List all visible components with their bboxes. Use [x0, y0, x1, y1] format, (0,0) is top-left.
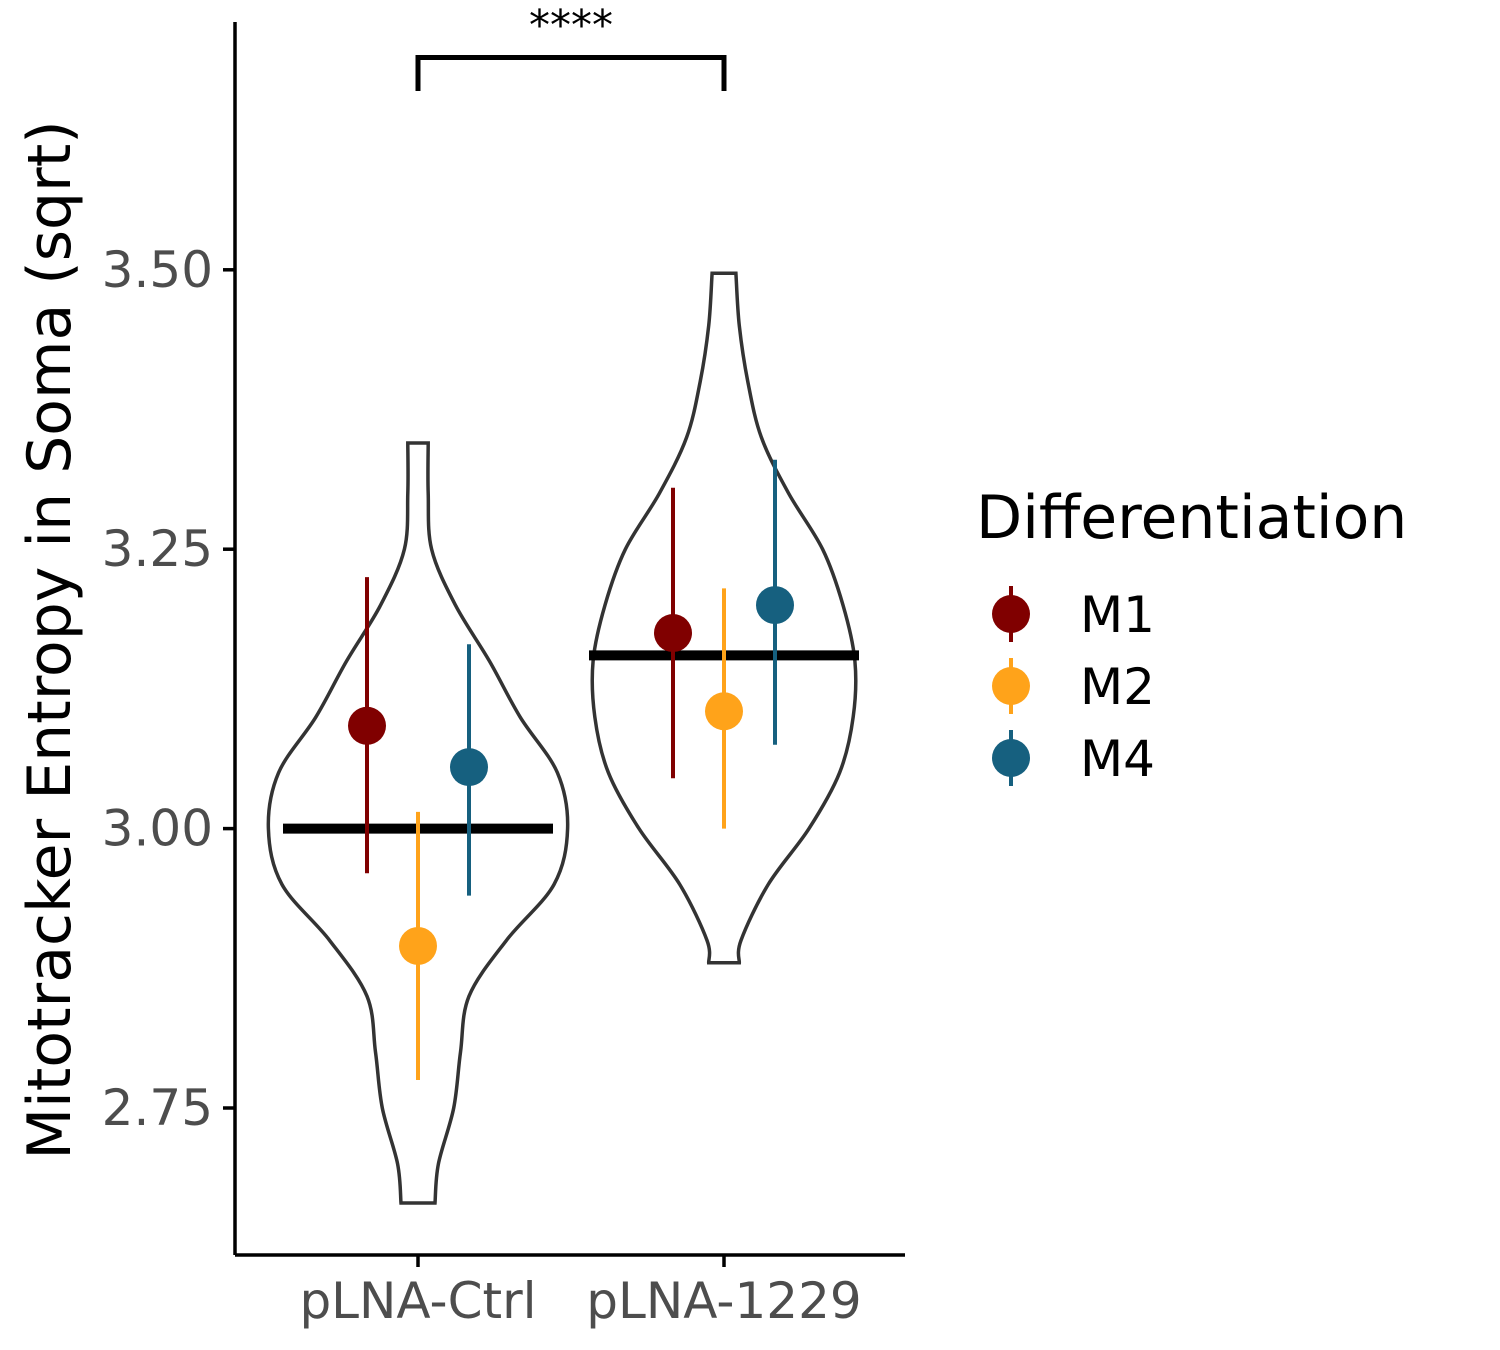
y-tick-label: 3.50 — [102, 241, 213, 299]
significance-label: **** — [529, 0, 613, 49]
legend-items: M1 M2 M4 — [992, 586, 1155, 788]
point-M2 — [399, 926, 437, 965]
violin-layer — [266, 271, 858, 1205]
point-M4 — [450, 748, 488, 787]
y-tick-label: 3.00 — [102, 800, 213, 858]
significance-bracket: **** — [415, 0, 727, 91]
legend-label: M1 — [1080, 586, 1155, 644]
significance-bracket-line — [415, 54, 727, 91]
errorbar-layer — [365, 459, 777, 1081]
x-tick-label: pLNA-1229 — [586, 1272, 861, 1330]
axes: 2.75 3.00 3.25 3.50 pLNA-Ctrl pLNA-1229 — [102, 22, 905, 1330]
violin-pLNA-1229 — [590, 271, 858, 965]
point-M2 — [705, 692, 743, 731]
point-M1 — [348, 706, 386, 745]
legend-key-point — [992, 667, 1030, 705]
y-axis-ticks: 2.75 3.00 3.25 3.50 — [102, 241, 235, 1137]
legend-label: M2 — [1080, 658, 1155, 716]
violin-pLNA-Ctrl — [266, 441, 570, 1205]
legend-title: Differentiation — [976, 483, 1407, 553]
legend: Differentiation M1 M2 M4 — [976, 483, 1407, 788]
x-tick-label: pLNA-Ctrl — [299, 1272, 536, 1330]
y-tick-label: 3.25 — [102, 520, 213, 578]
x-axis-ticks: pLNA-Ctrl pLNA-1229 — [299, 1255, 862, 1330]
point-layer — [348, 586, 794, 965]
point-M1 — [654, 614, 692, 653]
legend-key-point — [992, 739, 1030, 777]
point-M4 — [756, 586, 794, 625]
y-axis-title: Mitotracker Entropy in Soma (sqrt) — [15, 120, 85, 1159]
legend-label: M4 — [1080, 730, 1155, 788]
legend-key-point — [992, 595, 1030, 633]
y-tick-label: 2.75 — [102, 1079, 213, 1137]
